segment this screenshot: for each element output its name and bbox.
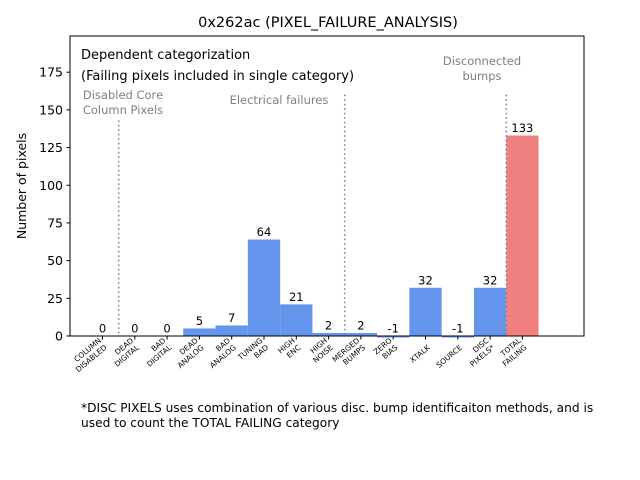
bar-5 xyxy=(215,325,248,336)
value-label-4: 5 xyxy=(196,314,203,328)
region-labels: Disabled Core Column Pixels Electrical fai… xyxy=(83,54,521,117)
x-tick-label-11: XTALK xyxy=(408,342,432,365)
y-tick-label: 150 xyxy=(39,102,63,117)
region-label-electrical: Electrical failures xyxy=(230,93,329,107)
y-tick-label: 25 xyxy=(47,291,63,306)
x-tick-label-10: ZEROBIAS xyxy=(372,336,400,363)
x-tick-label-5: BADANALOG xyxy=(202,336,238,370)
x-tick-label-12: SOURCE xyxy=(435,343,465,370)
header-annotation-line2: (Failing pixels included in single categ… xyxy=(81,69,354,84)
y-axis: 0 25 50 75 100 125 150 175 xyxy=(39,65,70,344)
value-label-2: 0 xyxy=(131,322,138,336)
chart-title: 0x262ac (PIXEL_FAILURE_ANALYSIS) xyxy=(198,15,458,31)
bar-7 xyxy=(280,304,313,336)
footnote: *DISC PIXELS uses combination of various… xyxy=(81,401,594,430)
x-tick-label-3: BADDIGITAL xyxy=(139,336,174,369)
x-tick-label-9: MERGEDBUMPS xyxy=(330,336,367,371)
x-tick-label-7: HIGHENC xyxy=(276,336,302,362)
plot-frame xyxy=(69,35,585,337)
value-label-11: 32 xyxy=(418,273,433,287)
region-label-disconnected: Disconnected bumps xyxy=(443,54,521,83)
value-labels-layer: 0 0 0 5 7 64 21 2 2 -1 32 -1 32 133 xyxy=(99,121,534,336)
y-tick-label: 75 xyxy=(47,215,63,230)
x-tick-label-6: TUNINGBAD xyxy=(235,336,270,369)
bar-13 xyxy=(473,287,507,336)
x-axis: COLUMNDISABLED DEADDIGITAL BADDIGITAL DEADA… xyxy=(68,336,529,375)
value-label-8: 2 xyxy=(325,318,332,332)
bar-14 xyxy=(506,135,539,336)
value-label-14: 133 xyxy=(511,121,533,135)
value-label-13: 32 xyxy=(483,273,498,287)
y-tick-label: 100 xyxy=(39,178,63,193)
value-label-9: 2 xyxy=(357,318,364,332)
value-label-6: 64 xyxy=(257,225,272,239)
x-tick-label-13: DISCPIXELS* xyxy=(462,336,496,369)
bar-4 xyxy=(183,328,216,336)
x-tick-label-8: HIGHNOISE xyxy=(305,336,335,365)
bar-8 xyxy=(312,332,345,336)
y-tick-label: 0 xyxy=(55,329,63,344)
value-label-7: 21 xyxy=(289,290,304,304)
bar-11 xyxy=(409,287,442,336)
separators-layer xyxy=(117,94,508,336)
y-tick-label: 50 xyxy=(47,253,63,268)
y-axis-title: Number of pixels xyxy=(14,133,29,239)
x-tick-label-14: TOTALFAILING xyxy=(495,336,529,369)
bars-layer xyxy=(183,135,539,338)
value-label-3: 0 xyxy=(163,322,170,336)
x-tick-label-1: COLUMNDISABLED xyxy=(68,336,109,374)
header-annotation-line1: Dependent categorization xyxy=(81,48,250,63)
x-tick-label-4: DEADANALOG xyxy=(170,336,206,370)
y-tick-label: 125 xyxy=(39,140,63,155)
value-label-12: -1 xyxy=(452,322,463,336)
bar-6 xyxy=(247,239,281,336)
y-tick-label: 175 xyxy=(39,65,63,80)
value-label-1: 0 xyxy=(99,322,106,336)
x-tick-label-2: DEADDIGITAL xyxy=(107,336,142,369)
region-label-disabled: Disabled Core Column Pixels xyxy=(83,88,163,117)
bar-9 xyxy=(344,332,378,336)
value-label-10: -1 xyxy=(387,322,398,336)
value-label-5: 7 xyxy=(228,311,235,325)
